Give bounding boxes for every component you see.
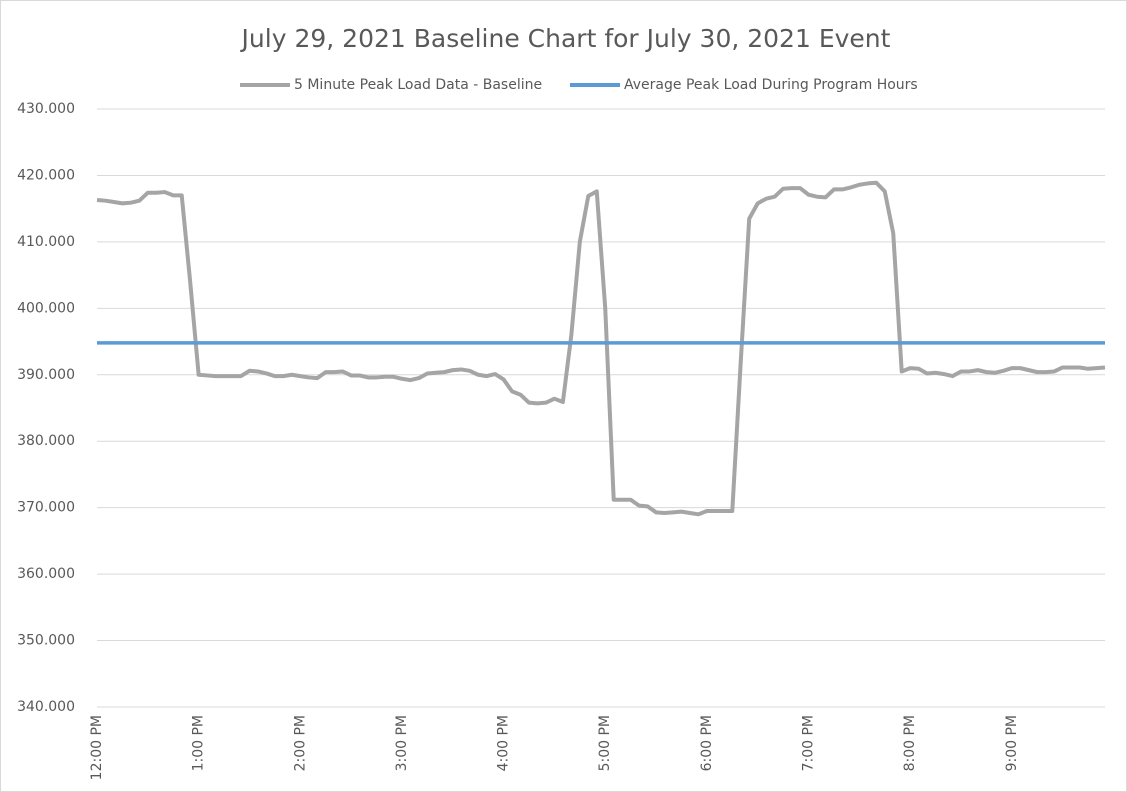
y-tick-label: 390.000 <box>17 367 75 383</box>
legend-label: 5 Minute Peak Load Data - Baseline <box>294 77 542 93</box>
x-tick-label: 4:00 PM <box>496 715 512 771</box>
x-tick-label: 8:00 PM <box>902 715 918 771</box>
legend-label: Average Peak Load During Program Hours <box>624 77 918 93</box>
x-tick-label: 1:00 PM <box>191 715 207 771</box>
x-tick-label: 6:00 PM <box>699 715 715 771</box>
x-tick-label: 3:00 PM <box>394 715 410 771</box>
y-tick-label: 360.000 <box>17 566 75 582</box>
y-tick-label: 340.000 <box>17 699 75 715</box>
x-tick-label: 12:00 PM <box>89 715 105 780</box>
y-tick-label: 350.000 <box>17 633 75 649</box>
x-tick-label: 5:00 PM <box>597 715 613 771</box>
x-tick-label: 9:00 PM <box>1004 715 1020 771</box>
x-tick-label: 2:00 PM <box>292 715 308 771</box>
y-tick-label: 420.000 <box>17 167 75 183</box>
y-tick-label: 430.000 <box>17 101 75 117</box>
series-line <box>96 180 1106 517</box>
y-tick-label: 410.000 <box>17 234 75 250</box>
x-tick-label: 7:00 PM <box>801 715 817 771</box>
y-tick-label: 400.000 <box>17 300 75 316</box>
y-tick-label: 380.000 <box>17 433 75 449</box>
y-tick-label: 370.000 <box>17 500 75 516</box>
chart-title: July 29, 2021 Baseline Chart for July 30… <box>240 24 891 53</box>
